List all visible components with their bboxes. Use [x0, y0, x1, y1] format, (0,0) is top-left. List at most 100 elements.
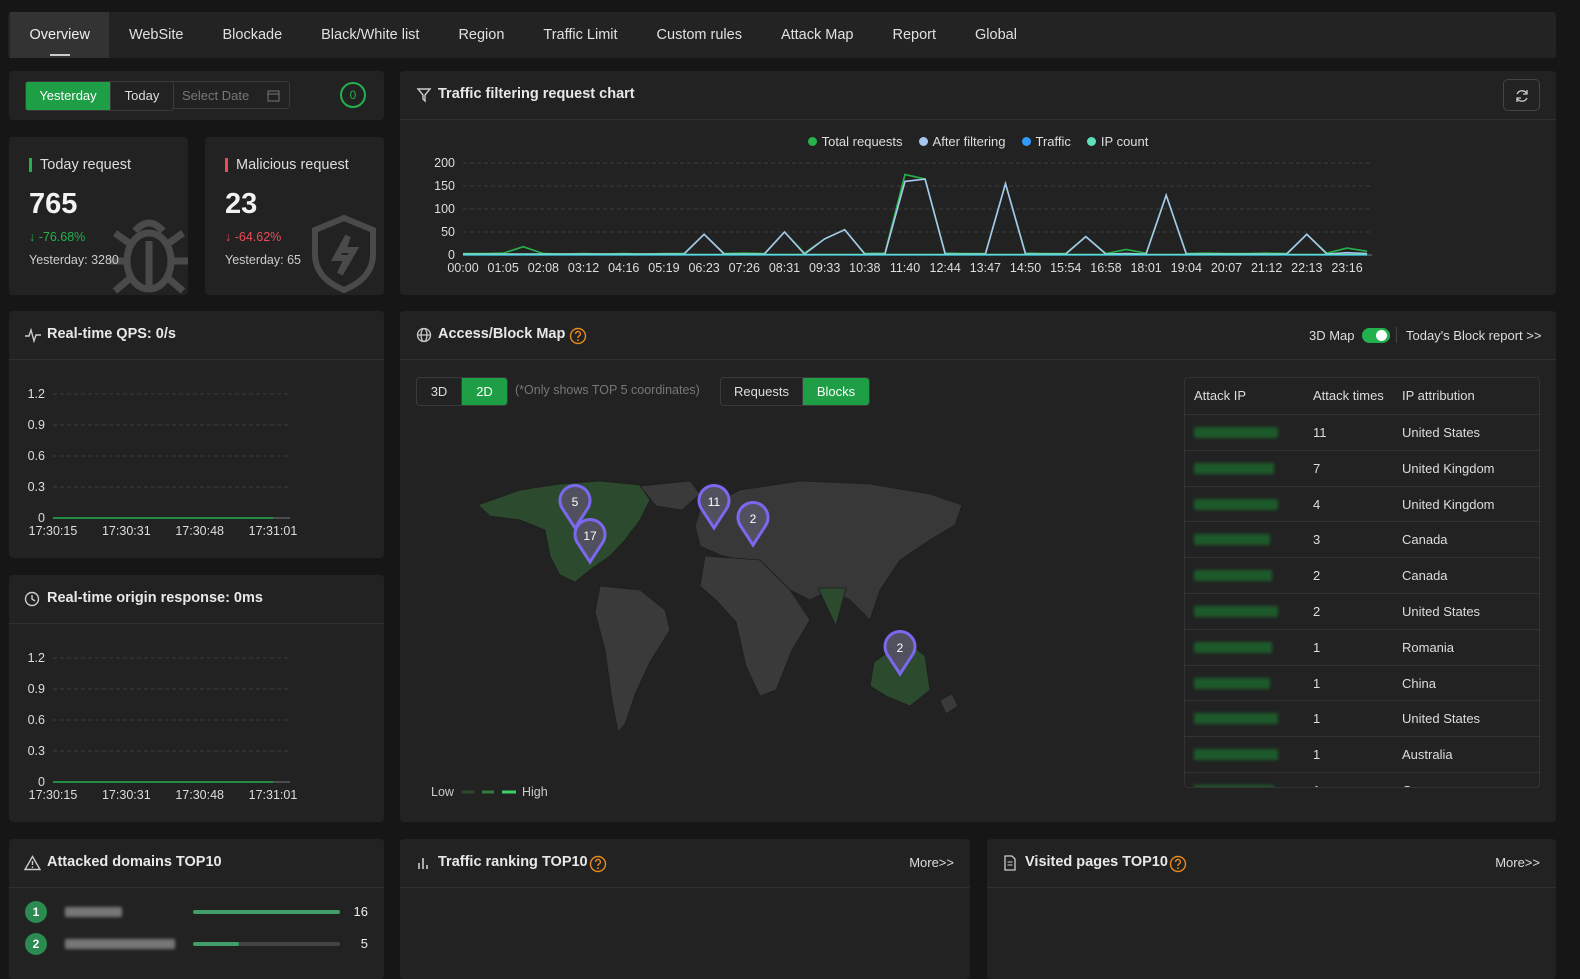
column-header: IP attribution	[1402, 388, 1475, 403]
option-button[interactable]: Blocks	[802, 378, 869, 405]
attack-times: 4	[1313, 496, 1321, 512]
report-link[interactable]: Today's Block report >>	[1406, 328, 1542, 343]
panel-header: Attacked domains TOP10	[9, 839, 384, 888]
x-tick-label: 02:08	[528, 261, 559, 275]
new-zealand	[939, 693, 959, 715]
marker-label: 11	[708, 495, 721, 509]
legend-label: After filtering	[932, 134, 1006, 149]
table-row: 1 China	[1185, 666, 1539, 702]
nav-tab[interactable]: Blockade	[222, 27, 283, 43]
domain-count: 5	[360, 936, 368, 951]
stat-card: Malicious request 23 ↓ -64.62% Yesterday…	[205, 137, 384, 295]
x-tick-label: 16:58	[1090, 261, 1121, 275]
help-icon[interactable]	[589, 855, 607, 873]
warning-icon	[24, 855, 41, 871]
ip-blurred	[1194, 534, 1270, 546]
option-button[interactable]: 2D	[461, 378, 507, 405]
y-tick-label: 0.9	[28, 418, 45, 432]
legend-item[interactable]: Total requests	[807, 134, 903, 149]
domain-count: 16	[353, 904, 368, 919]
panel-header: Real-time origin response: 0ms	[9, 575, 384, 624]
help-icon[interactable]	[1169, 855, 1187, 873]
nav-tab[interactable]: Black/White list	[321, 27, 420, 43]
table-row: 7 United Kingdom	[1185, 451, 1539, 487]
option-button[interactable]: 3D	[430, 384, 448, 399]
attack-times: 1	[1313, 639, 1321, 655]
option-button[interactable]: Yesterday	[26, 82, 110, 110]
x-tick-label: 18:01	[1130, 261, 1161, 275]
legend: Total requests After filtering Traffic IP c…	[400, 134, 1556, 149]
y-tick-label: 100	[434, 202, 455, 216]
nav-tab[interactable]: Overview	[10, 12, 110, 58]
table-row: 1 Romania	[1185, 630, 1539, 666]
panel-header: Visited pages TOP10 More>>	[987, 839, 1556, 888]
view-options: 3D 2D	[416, 377, 508, 406]
x-tick-label: 11:40	[890, 261, 920, 275]
world-map: 5 17 11 2 2	[477, 480, 963, 733]
y-tick-label: 0.9	[28, 682, 45, 696]
south-america	[594, 585, 671, 733]
bar	[193, 942, 239, 946]
active-indicator	[49, 54, 70, 56]
ip-attribution: United Kingdom	[1402, 460, 1495, 476]
attack-times: 3	[1313, 532, 1321, 548]
x-tick-label: 10:38	[849, 261, 880, 275]
legend-label: Total requests	[821, 134, 903, 149]
ip-blurred	[1194, 641, 1272, 653]
ip-blurred	[1194, 784, 1274, 787]
y-tick-label: 50	[441, 225, 455, 239]
traffic-panel: Traffic filtering request chart Total re…	[400, 71, 1556, 295]
bar	[193, 910, 340, 914]
ip-attribution: United States	[1402, 711, 1481, 727]
y-tick-label: 0.3	[28, 744, 45, 758]
stat-change: ↓ -76.68%	[29, 230, 86, 244]
nav-tab[interactable]: Global	[975, 27, 1017, 43]
bug-icon	[109, 219, 188, 294]
ip-attribution: United Kingdom	[1402, 496, 1495, 512]
toggle-switch[interactable]	[1362, 328, 1390, 343]
nav-tab[interactable]: Report	[892, 27, 937, 43]
ip-blurred	[1194, 713, 1278, 725]
legend-item[interactable]: Traffic	[1021, 134, 1071, 149]
nav-bar: Overview WebSite Blockade Black/White list R…	[8, 12, 1556, 58]
y-tick-label: 0.3	[28, 480, 45, 494]
x-tick-label: 01:05	[488, 261, 519, 275]
north-america	[477, 480, 651, 583]
date-filter: Yesterday Today Select Date 0	[9, 71, 384, 120]
calendar-icon	[267, 90, 280, 102]
ip-blurred	[1194, 605, 1278, 617]
refresh-badge[interactable]: 0	[340, 82, 366, 108]
table-header: Attack IP Attack times IP attribution	[1185, 378, 1539, 415]
panel-title: Real-time QPS: 0/s	[47, 326, 176, 342]
nav-tab[interactable]: Traffic Limit	[543, 27, 618, 43]
refresh-button[interactable]	[1503, 79, 1540, 111]
toggle-label: 3D Map	[1309, 328, 1355, 343]
bar-icon	[418, 858, 428, 869]
nav-tab[interactable]: Attack Map	[780, 27, 854, 43]
ip-blurred	[1194, 427, 1278, 438]
option-button[interactable]: Requests	[734, 384, 789, 399]
y-tick-label: 150	[434, 179, 455, 193]
nav-tab[interactable]: WebSite	[128, 27, 184, 43]
help-icon[interactable]	[569, 327, 587, 345]
ip-attribution: United States	[1402, 425, 1481, 440]
panel-title: Attacked domains TOP10	[47, 854, 222, 870]
nav-tab[interactable]: Region	[458, 27, 505, 43]
ip-attribution: United States	[1402, 603, 1481, 619]
stat-change: ↓ -64.62%	[225, 230, 282, 244]
date-picker[interactable]: Select Date	[172, 81, 290, 109]
x-tick-label: 20:07	[1211, 261, 1242, 275]
option-button[interactable]: Today	[110, 82, 173, 110]
more-link[interactable]: More>>	[1495, 855, 1540, 870]
attack-times: 1	[1313, 711, 1321, 727]
more-link[interactable]: More>>	[909, 855, 954, 870]
legend-item[interactable]: After filtering	[918, 134, 1006, 149]
attack-times: 2	[1313, 568, 1321, 584]
attack-times: 1	[1313, 747, 1321, 763]
panel-title: Traffic filtering request chart	[438, 86, 635, 102]
legend-item[interactable]: IP count	[1086, 134, 1148, 149]
nav-tab[interactable]: Custom rules	[656, 27, 742, 43]
x-tick-label: 03:12	[568, 261, 599, 275]
y-tick-label: 0	[38, 511, 45, 525]
attack-times: 2	[1313, 603, 1321, 619]
